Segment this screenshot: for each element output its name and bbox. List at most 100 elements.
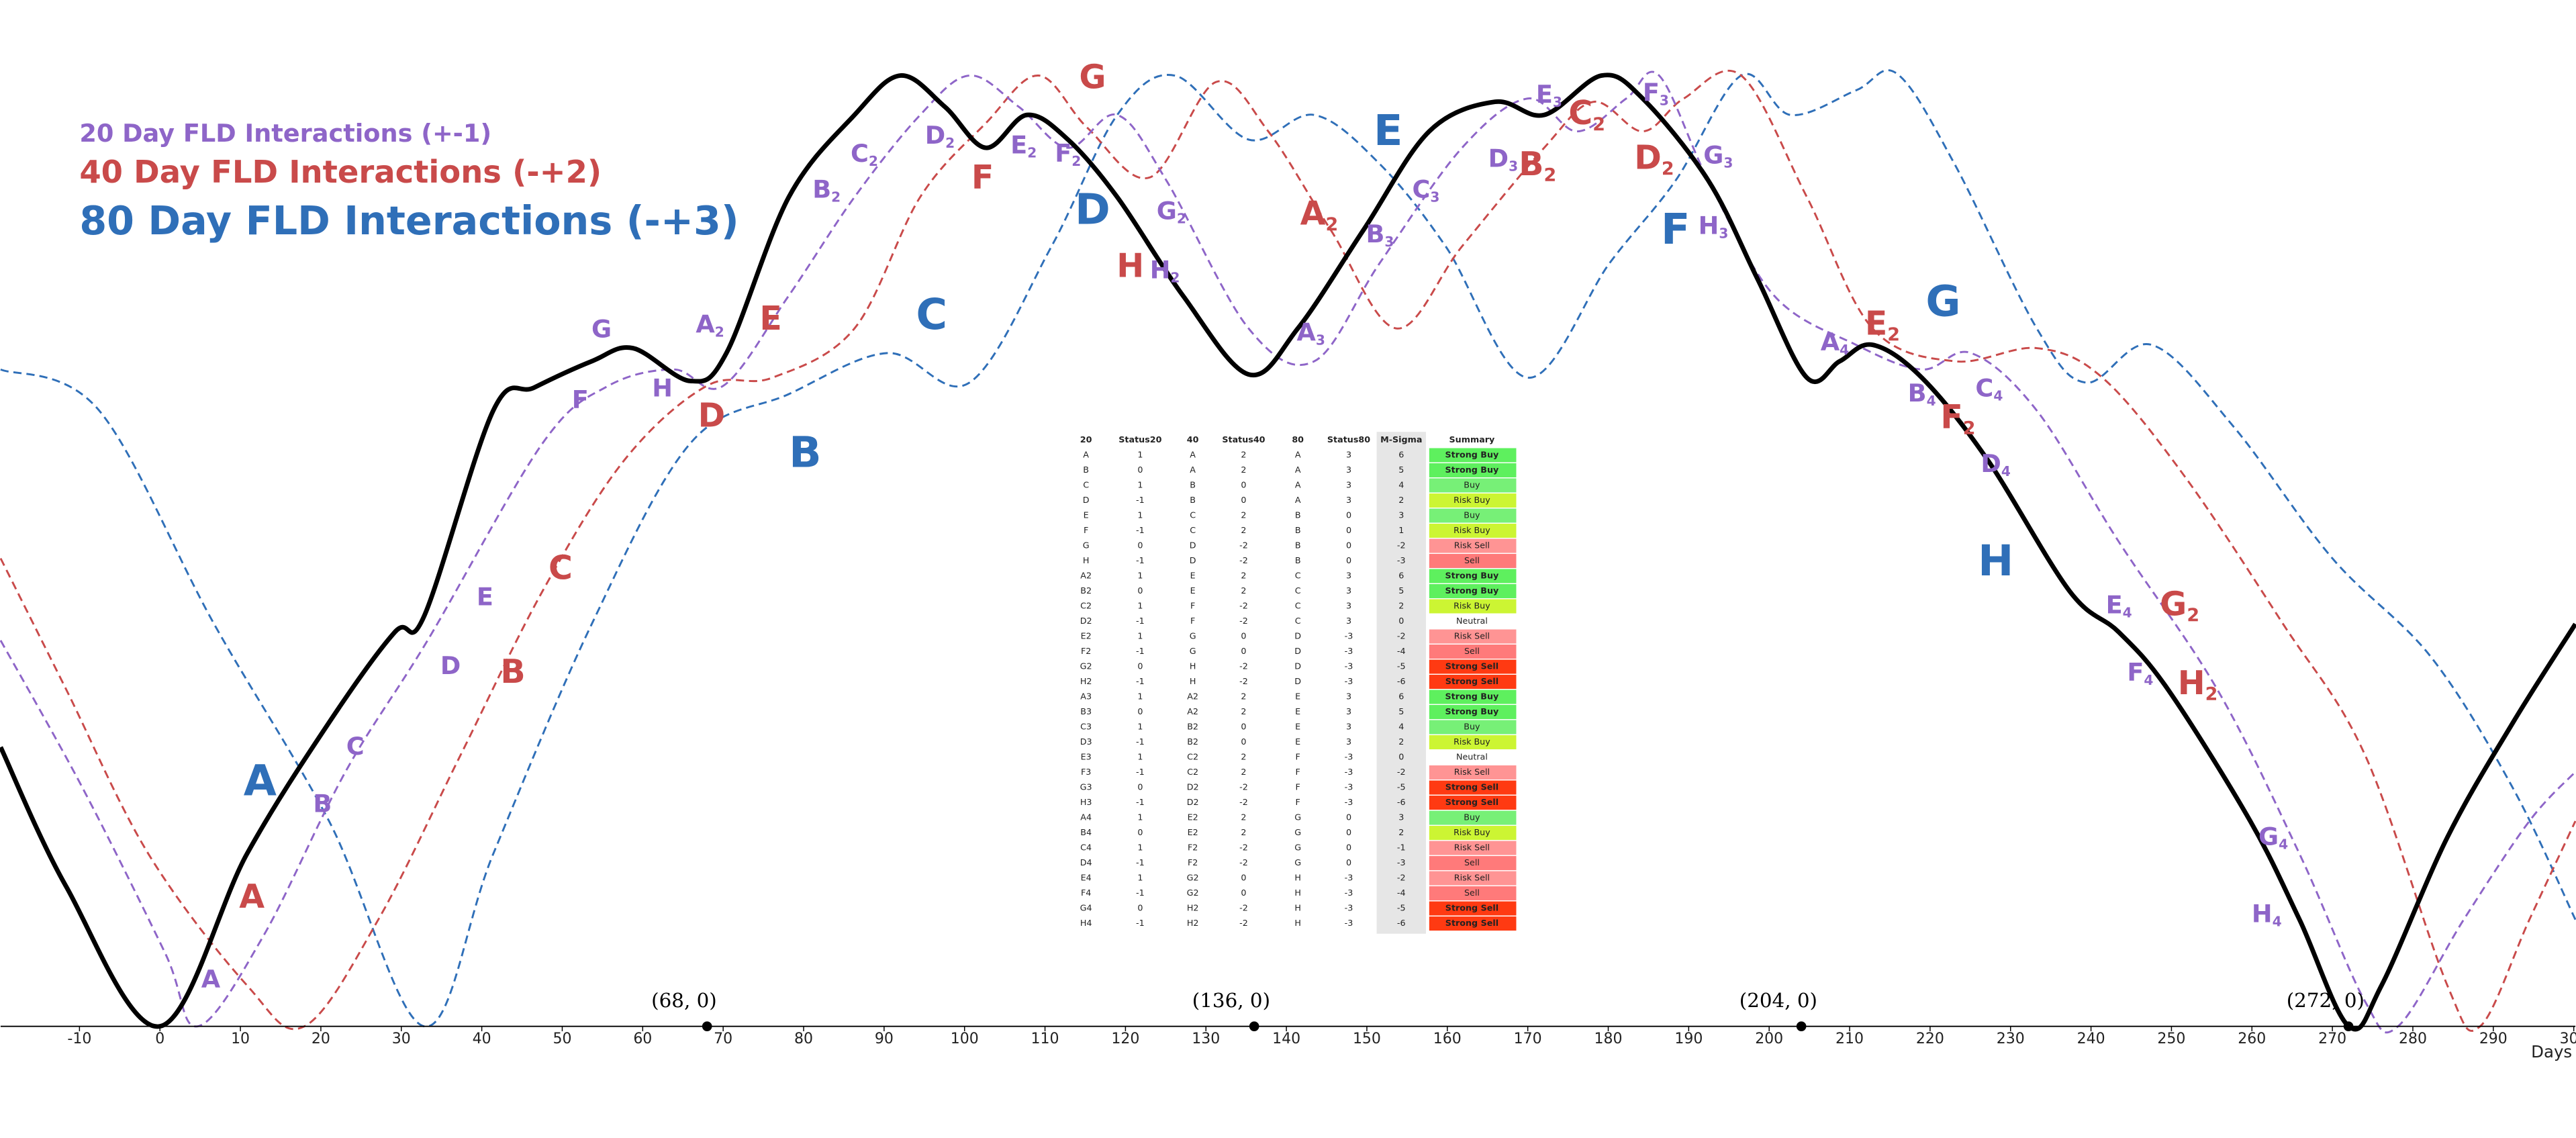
table-cell: F — [1296, 767, 1300, 777]
cycle-label: D — [1075, 184, 1110, 234]
table-cell: -3 — [1345, 752, 1353, 762]
table-cell: -2 — [1239, 903, 1248, 913]
table-cell: E2 — [1081, 631, 1092, 641]
point — [1796, 1021, 1807, 1032]
table-cell: -1 — [1136, 797, 1145, 807]
table-cell: 0 — [1346, 510, 1351, 520]
summary-cell — [1429, 538, 1517, 553]
cycle-label: B — [789, 427, 821, 477]
summary-cell — [1429, 614, 1517, 629]
table-cell: -2 — [1239, 601, 1248, 611]
summary-cell — [1429, 856, 1517, 871]
table-cell: C4 — [1080, 843, 1092, 853]
x-tick-label: 20 — [312, 1031, 330, 1047]
cycle-label: H4 — [2252, 899, 2282, 929]
cycle-letter: E — [2106, 590, 2123, 619]
table-cell: -3 — [1345, 782, 1353, 792]
table-cell: -3 — [1345, 676, 1353, 686]
table-cell: G — [1294, 843, 1301, 853]
cycle-label: E — [1374, 105, 1402, 155]
table-cell: -2 — [1397, 873, 1406, 883]
table-cell: 0 — [1241, 480, 1246, 490]
table-cell: Sell — [1464, 888, 1480, 898]
cycle-label: A2 — [696, 310, 724, 340]
x-tick-label: 150 — [1353, 1031, 1381, 1047]
table-cell: Risk Sell — [1454, 767, 1490, 777]
summary-cell — [1429, 493, 1517, 508]
table-cell: Strong Sell — [1445, 797, 1498, 807]
table-cell: -3 — [1345, 797, 1353, 807]
summary-cell — [1429, 750, 1517, 765]
table-cell: 0 — [1346, 555, 1351, 565]
cycle-label: G — [1925, 276, 1960, 326]
table-cell: G — [1294, 827, 1301, 837]
cycle-letter: G — [2258, 822, 2279, 851]
cycle-label: E — [759, 299, 781, 337]
table-cell: 6 — [1398, 692, 1404, 702]
table-cell: -1 — [1136, 857, 1145, 867]
cycle-label: G2 — [2160, 585, 2199, 626]
table-cell: -3 — [1345, 873, 1353, 883]
table-cell: F2 — [1188, 857, 1198, 867]
cycle-label: D — [698, 396, 726, 434]
cycle-subscript: 4 — [2123, 604, 2132, 620]
table-cell: Buy — [1464, 812, 1480, 822]
cycle-label: E4 — [2106, 590, 2132, 620]
cycle-subscript: 2 — [715, 324, 724, 340]
table-cell: A — [1295, 465, 1301, 475]
table-cell: 3 — [1346, 480, 1351, 490]
table-cell: Strong Sell — [1445, 782, 1498, 792]
table-cell: -2 — [1239, 797, 1248, 807]
x-tick-label: 120 — [1111, 1031, 1139, 1047]
cycle-subscript: 4 — [2144, 671, 2153, 687]
cycle-letter: D — [698, 396, 726, 434]
table-cell: -1 — [1136, 888, 1145, 898]
table-cell: H — [1083, 555, 1090, 565]
cycle-letter: B — [313, 789, 332, 818]
cycle-letter: G — [1703, 140, 1723, 169]
table-cell: F2 — [1188, 843, 1198, 853]
table-cell: C3 — [1080, 722, 1092, 732]
cycle-subscript: 2 — [831, 189, 841, 205]
table-cell: 3 — [1346, 450, 1351, 460]
table-cell: 2 — [1241, 692, 1246, 702]
table-cell: G — [1083, 540, 1090, 551]
table-cell: -3 — [1345, 646, 1353, 656]
table-cell: 3 — [1346, 585, 1351, 596]
cycle-letter: B — [1908, 379, 1927, 408]
table-cell: -1 — [1136, 737, 1145, 747]
cycle-label: F — [971, 158, 994, 196]
fld-curve — [0, 70, 2576, 1032]
table-cell: -1 — [1136, 918, 1145, 928]
cycle-label: F2 — [1055, 138, 1081, 169]
x-tick-label: 80 — [794, 1031, 813, 1047]
table-cell: B — [1083, 465, 1089, 475]
table-cell: -5 — [1397, 903, 1406, 913]
summary-cell — [1429, 508, 1517, 523]
table-cell: F — [1190, 616, 1195, 626]
cycle-label: A — [201, 965, 221, 994]
table-cell: -2 — [1239, 616, 1248, 626]
cycle-letter: D — [440, 651, 461, 680]
cycle-letter: F — [971, 158, 994, 196]
x-tick-label: -10 — [67, 1031, 91, 1047]
cycle-subscript: 4 — [1927, 393, 1936, 409]
table-cell: C2 — [1187, 767, 1198, 777]
cycle-label: F — [572, 385, 589, 414]
cycle-letter: A — [244, 755, 277, 805]
table-cell: C — [1190, 525, 1196, 535]
table-cell: 2 — [1241, 827, 1246, 837]
cycle-label: H — [652, 373, 673, 402]
cycle-label: D3 — [1488, 144, 1518, 174]
table-cell: Risk Buy — [1453, 827, 1490, 837]
table-cell: E2 — [1188, 812, 1198, 822]
table-cell: Neutral — [1456, 752, 1488, 762]
table-cell: 2 — [1398, 827, 1404, 837]
table-cell: E — [1190, 571, 1196, 581]
cycle-letter: B — [1366, 219, 1384, 248]
table-cell: 0 — [1398, 752, 1404, 762]
cycle-letter: C — [1568, 94, 1592, 132]
x-tick-label: 170 — [1514, 1031, 1542, 1047]
table-cell: D — [1083, 495, 1090, 505]
table-cell: Strong Buy — [1445, 585, 1499, 596]
